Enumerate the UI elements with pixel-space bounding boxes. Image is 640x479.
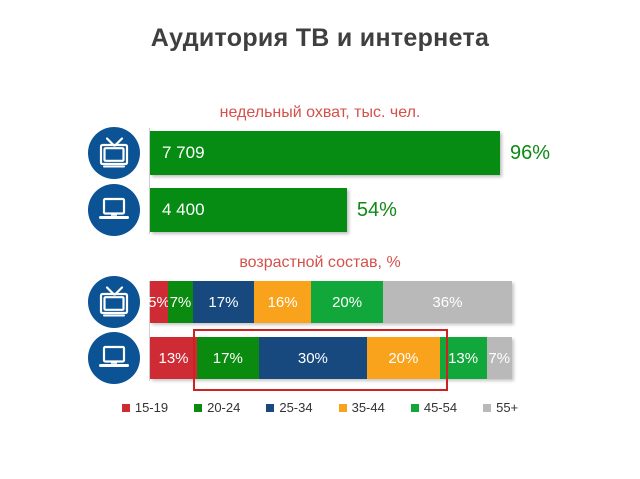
legend-swatch-35-44 bbox=[338, 403, 347, 412]
legend-item-20-24: 20-24 bbox=[194, 400, 240, 415]
legend-label: 15-19 bbox=[134, 400, 169, 415]
age-row-интернет: 13% 17% 30% 20% 13% 7% bbox=[88, 332, 512, 384]
age-row-ТВ: 5% 7% 17% 16% 20% 36% bbox=[88, 276, 512, 328]
legend-item-15-19: 15-19 bbox=[121, 400, 169, 415]
reach-row-интернет: 4 400 54% bbox=[88, 184, 397, 236]
segment-25-34: 17% bbox=[192, 281, 254, 323]
legend-swatch-20-24 bbox=[194, 403, 203, 412]
reach-bar-ТВ: 7 709 bbox=[150, 131, 500, 175]
segment-55+: 7% bbox=[486, 337, 512, 379]
legend: 15-19 20-24 25-34 35-44 45-54 55+ bbox=[0, 400, 640, 415]
legend-swatch-15-19 bbox=[121, 403, 130, 412]
legend-item-55+: 55+ bbox=[483, 400, 518, 415]
segment-15-19: 13% bbox=[150, 337, 198, 379]
laptop-icon bbox=[88, 332, 140, 384]
legend-label: 45-54 bbox=[423, 400, 458, 415]
legend-item-25-34: 25-34 bbox=[266, 400, 313, 415]
age-axis-line bbox=[149, 281, 150, 381]
legend-item-45-54: 45-54 bbox=[410, 400, 458, 415]
segment-25-34: 30% bbox=[258, 337, 368, 379]
segment-20-24: 7% bbox=[167, 281, 193, 323]
age-stack-ТВ: 5% 7% 17% 16% 20% 36% bbox=[148, 281, 512, 323]
tv-icon bbox=[88, 127, 140, 179]
segment-55+: 36% bbox=[382, 281, 512, 323]
age-chart-title: возрастной состав, % bbox=[239, 254, 401, 271]
legend-label: 20-24 bbox=[207, 400, 241, 415]
bar-percent-label: 54% bbox=[356, 198, 397, 221]
segment-35-44: 20% bbox=[367, 337, 440, 379]
reach-bar-интернет: 4 400 bbox=[150, 188, 347, 232]
segment-35-44: 16% bbox=[253, 281, 312, 323]
bar-value-label: 4 400 bbox=[162, 200, 205, 219]
reach-row-ТВ: 7 709 96% bbox=[88, 127, 550, 179]
reach-chart-title: недельный охват, тыс. чел. bbox=[219, 104, 421, 121]
reach-axis-line bbox=[149, 128, 150, 234]
legend-label: 35-44 bbox=[351, 400, 385, 415]
tv-icon bbox=[88, 276, 140, 328]
age-stack-интернет: 13% 17% 30% 20% 13% 7% bbox=[150, 337, 512, 379]
segment-20-24: 17% bbox=[197, 337, 259, 379]
bar-value-label: 7 709 bbox=[162, 143, 205, 162]
legend-swatch-45-54 bbox=[410, 403, 419, 412]
legend-label: 55+ bbox=[496, 400, 519, 415]
legend-label: 25-34 bbox=[279, 400, 313, 415]
laptop-icon bbox=[88, 184, 140, 236]
page-title: Аудитория ТВ и интернета bbox=[150, 24, 490, 52]
bar-percent-label: 96% bbox=[510, 141, 551, 164]
legend-swatch-25-34 bbox=[266, 403, 275, 412]
legend-item-35-44: 35-44 bbox=[338, 400, 385, 415]
segment-45-54: 20% bbox=[311, 281, 383, 323]
segment-15-19: 5% bbox=[148, 281, 170, 323]
legend-swatch-55+ bbox=[483, 403, 492, 412]
segment-45-54: 13% bbox=[439, 337, 487, 379]
